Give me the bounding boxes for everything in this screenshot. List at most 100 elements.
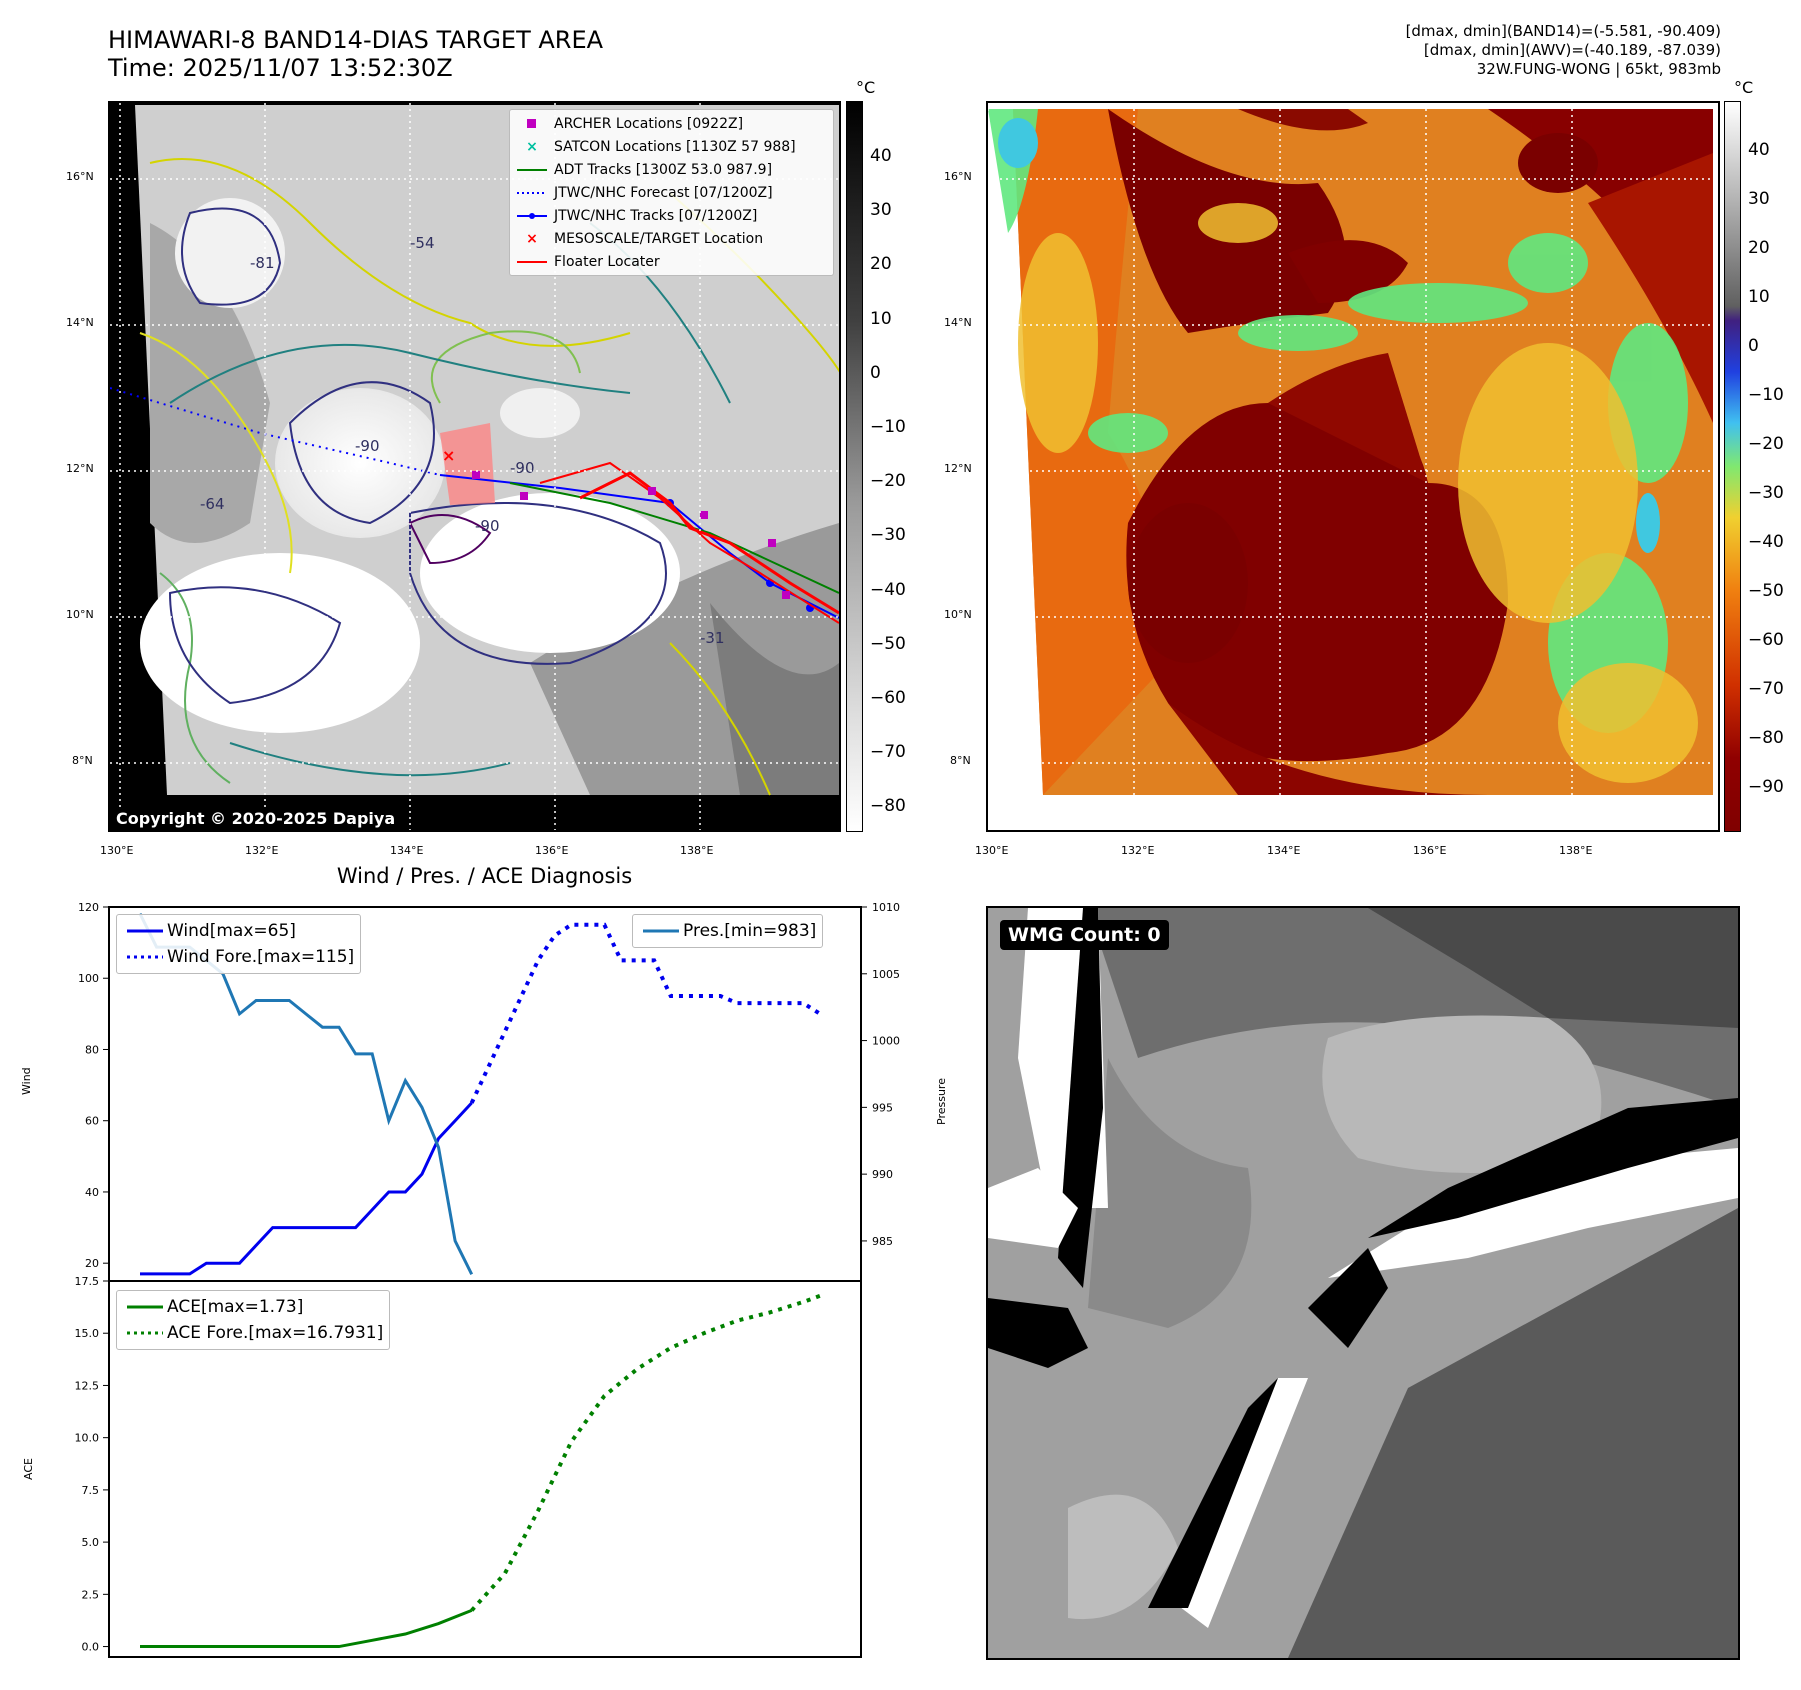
legend-adt: ADT Tracks [1300Z 53.0 987.9] — [510, 158, 833, 181]
y-tick-label: 2.5 — [82, 1588, 100, 1601]
y-tick-label: 1005 — [872, 968, 900, 981]
colorbar-tick: −50 — [870, 633, 906, 654]
colorbar-tick: −60 — [870, 688, 906, 708]
wv-colorbar — [1724, 101, 1741, 832]
legend-forecast: JTWC/NHC Forecast [07/1200Z] — [510, 181, 833, 204]
ace-tick-group: 17.5 15.0 12.5 10.0 7.5 5.0 2.5 0.0 — [75, 1275, 109, 1654]
stats-band14: [dmax, dmin](BAND14)=(-5.581, -90.409) — [1405, 22, 1721, 40]
wind-legend: Wind[max=65] Wind Fore.[max=115] — [116, 914, 362, 974]
y-tick-label: 1000 — [872, 1035, 900, 1048]
lon-label: 138°E — [680, 844, 714, 857]
wmg-panel: WMG Count: 0 — [986, 906, 1740, 1660]
contour-label: -90 — [355, 437, 380, 455]
square-marker-icon — [510, 118, 554, 129]
y-tick-label: 990 — [872, 1168, 893, 1181]
lon-label: 132°E — [245, 844, 279, 857]
title-line-2: Time: 2025/11/07 13:52:30Z — [108, 54, 453, 82]
colorbar-tick: −30 — [1748, 483, 1784, 503]
line-icon — [639, 929, 683, 933]
colorbar-tick: 0 — [1748, 336, 1759, 356]
line-icon — [510, 168, 554, 172]
contour-label: -31 — [700, 629, 725, 647]
lat-label: 12°N — [944, 462, 972, 475]
pres-tick-group: 1010 1005 1000 995 990 985 — [861, 901, 900, 1248]
lat-label: 8°N — [950, 754, 971, 767]
colorbar-tick: 30 — [1748, 189, 1770, 209]
line-icon — [123, 1305, 167, 1309]
wmg-count-badge: WMG Count: 0 — [1000, 920, 1169, 950]
legend-mesoscale: × MESOSCALE/TARGET Location — [510, 227, 833, 250]
ace-legend: ACE[max=1.73] ACE Fore.[max=16.7931] — [116, 1290, 391, 1350]
lat-label: 8°N — [72, 754, 93, 767]
pres-legend: Pres.[min=983] — [632, 914, 824, 948]
lon-label: 134°E — [390, 844, 424, 857]
lon-label: 138°E — [1559, 844, 1593, 857]
colorbar-tick: −80 — [870, 796, 906, 817]
y-tick-label: 985 — [872, 1235, 893, 1248]
lon-label: 136°E — [535, 844, 569, 857]
lat-label: 14°N — [66, 316, 94, 329]
pressure-axis-label: Pressure — [935, 1078, 948, 1125]
wind-tick-group: 120 100 80 60 40 20 — [78, 901, 109, 1270]
ace-plot-frame — [108, 1280, 862, 1658]
x-marker-icon: × — [526, 138, 538, 155]
wv-colorbar-unit: °C — [1734, 78, 1754, 97]
lat-label: 16°N — [944, 170, 972, 183]
stats-block: [dmax, dmin](BAND14)=(-5.581, -90.409) [… — [1406, 22, 1721, 79]
y-tick-label: 1010 — [872, 901, 900, 914]
ir-map-panel: -90 -90 -81 -64 -54 -31 -90 × — [108, 101, 841, 832]
colorbar-tick: 40 — [870, 146, 892, 166]
colorbar-tick: 10 — [870, 308, 892, 329]
y-tick-label: 40 — [85, 1186, 99, 1199]
x-marker-icon: × — [526, 230, 538, 247]
lon-label: 130°E — [975, 844, 1009, 857]
diag-title: Wind / Pres. / ACE Diagnosis — [336, 864, 633, 888]
colorbar-tick: 40 — [1748, 140, 1770, 160]
colorbar-tick: −10 — [870, 417, 906, 437]
line-dot-icon — [510, 212, 554, 220]
ir-colorbar — [846, 101, 863, 832]
lat-label: 12°N — [66, 462, 94, 475]
lon-label: 136°E — [1413, 844, 1447, 857]
title-line-1: HIMAWARI-8 BAND14-DIAS TARGET AREA — [108, 26, 604, 54]
legend-floater: Floater Locater — [510, 250, 833, 273]
svg-text:×: × — [442, 446, 455, 465]
colorbar-tick: −60 — [1748, 630, 1784, 650]
wv-map-panel — [986, 101, 1720, 832]
colorbar-tick: −50 — [1748, 581, 1784, 601]
y-tick-label: 5.0 — [82, 1536, 100, 1549]
lat-label: 14°N — [944, 316, 972, 329]
y-tick-label: 0.0 — [82, 1641, 100, 1654]
y-tick-label: 120 — [78, 901, 99, 914]
contour-label: -54 — [410, 234, 435, 252]
dotted-line-icon — [123, 1331, 167, 1335]
colorbar-tick: −90 — [1748, 777, 1784, 797]
legend-wind-fore: Wind Fore.[max=115] — [123, 944, 354, 970]
colorbar-tick: −20 — [870, 471, 906, 492]
ir-legend: ARCHER Locations [0922Z] × SATCON Locatio… — [509, 109, 834, 276]
y-tick-label: 7.5 — [82, 1484, 100, 1497]
colorbar-tick: 0 — [870, 362, 881, 383]
line-icon — [510, 260, 554, 264]
copyright-label: Copyright © 2020-2025 Dapiya — [110, 807, 402, 830]
wind-forecast-line — [469, 922, 822, 1104]
lat-label: 10°N — [944, 608, 972, 621]
y-tick-label: 80 — [85, 1043, 99, 1056]
colorbar-tick: −30 — [870, 525, 906, 546]
ir-map-image: -90 -90 -81 -64 -54 -31 -90 × — [110, 103, 839, 830]
colorbar-tick: −40 — [870, 579, 906, 600]
dotted-line-icon — [123, 955, 167, 959]
y-tick-label: 17.5 — [75, 1275, 100, 1288]
y-tick-label: 100 — [78, 972, 99, 985]
contour-label: -90 — [510, 459, 535, 477]
wmg-image — [988, 908, 1738, 1658]
wind-line — [140, 1101, 473, 1276]
colorbar-tick: 20 — [870, 254, 892, 275]
colorbar-tick: −20 — [1748, 434, 1784, 454]
legend-archer: ARCHER Locations [0922Z] — [510, 112, 833, 135]
y-tick-label: 60 — [85, 1115, 99, 1128]
y-tick-label: 10.0 — [75, 1432, 100, 1445]
colorbar-tick: −70 — [1748, 679, 1784, 699]
legend-jtwc: JTWC/NHC Tracks [07/1200Z] — [510, 204, 833, 227]
wv-map-image — [988, 103, 1718, 830]
